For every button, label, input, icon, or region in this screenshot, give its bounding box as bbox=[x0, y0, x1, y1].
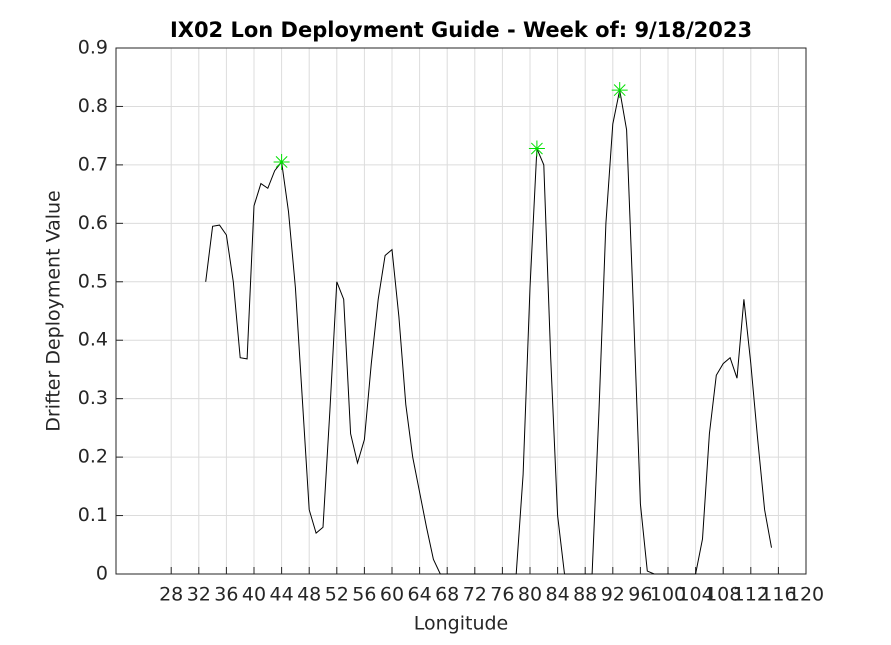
x-tick-label: 116 bbox=[760, 584, 796, 606]
x-tick-label: 108 bbox=[705, 584, 741, 606]
y-tick-label: 0 bbox=[96, 563, 108, 585]
x-tick-label: 60 bbox=[380, 584, 404, 606]
x-tick-label: 80 bbox=[518, 584, 542, 606]
x-tick-label: 68 bbox=[435, 584, 459, 606]
x-tick-label: 48 bbox=[297, 584, 321, 606]
x-tick-label: 112 bbox=[733, 584, 769, 606]
y-tick-label: 0.6 bbox=[78, 212, 108, 234]
x-tick-label: 32 bbox=[187, 584, 211, 606]
y-tick-label: 0.5 bbox=[78, 270, 108, 292]
peak-marker bbox=[273, 153, 290, 170]
x-tick-label: 104 bbox=[677, 584, 713, 606]
peak-marker bbox=[528, 140, 545, 157]
x-tick-label: 52 bbox=[325, 584, 349, 606]
y-tick-label: 0.8 bbox=[78, 95, 108, 117]
y-tick-label: 0.9 bbox=[78, 37, 108, 59]
x-tick-label: 56 bbox=[352, 584, 376, 606]
x-tick-label: 36 bbox=[214, 584, 238, 606]
x-tick-label: 88 bbox=[573, 584, 597, 606]
x-tick-label: 76 bbox=[490, 584, 514, 606]
y-tick-label: 0.4 bbox=[78, 329, 108, 351]
marker-stroke bbox=[275, 156, 288, 168]
x-axis-label: Longitude bbox=[414, 613, 509, 635]
x-tick-label: 96 bbox=[628, 584, 652, 606]
y-tick-label: 0.2 bbox=[78, 446, 108, 468]
peak-marker bbox=[611, 82, 628, 99]
y-tick-label: 0.7 bbox=[78, 153, 108, 175]
chart-title: IX02 Lon Deployment Guide - Week of: 9/1… bbox=[170, 18, 752, 42]
y-tick-label: 0.1 bbox=[78, 504, 108, 526]
marker-stroke bbox=[613, 84, 626, 97]
x-tick-label: 64 bbox=[408, 584, 432, 606]
data-line bbox=[205, 89, 772, 575]
x-tick-label: 28 bbox=[159, 584, 183, 606]
x-tick-label: 100 bbox=[650, 584, 686, 606]
x-tick-label: 44 bbox=[270, 584, 294, 606]
x-tick-label: 84 bbox=[546, 584, 570, 606]
x-tick-label: 92 bbox=[601, 584, 625, 606]
y-tick-label: 0.3 bbox=[78, 387, 108, 409]
x-tick-label: 40 bbox=[242, 584, 266, 606]
x-tick-label: 120 bbox=[788, 584, 824, 606]
y-axis-label: Drifter Deployment Value bbox=[43, 190, 65, 432]
x-tick-label: 72 bbox=[463, 584, 487, 606]
marker-stroke bbox=[530, 142, 543, 155]
